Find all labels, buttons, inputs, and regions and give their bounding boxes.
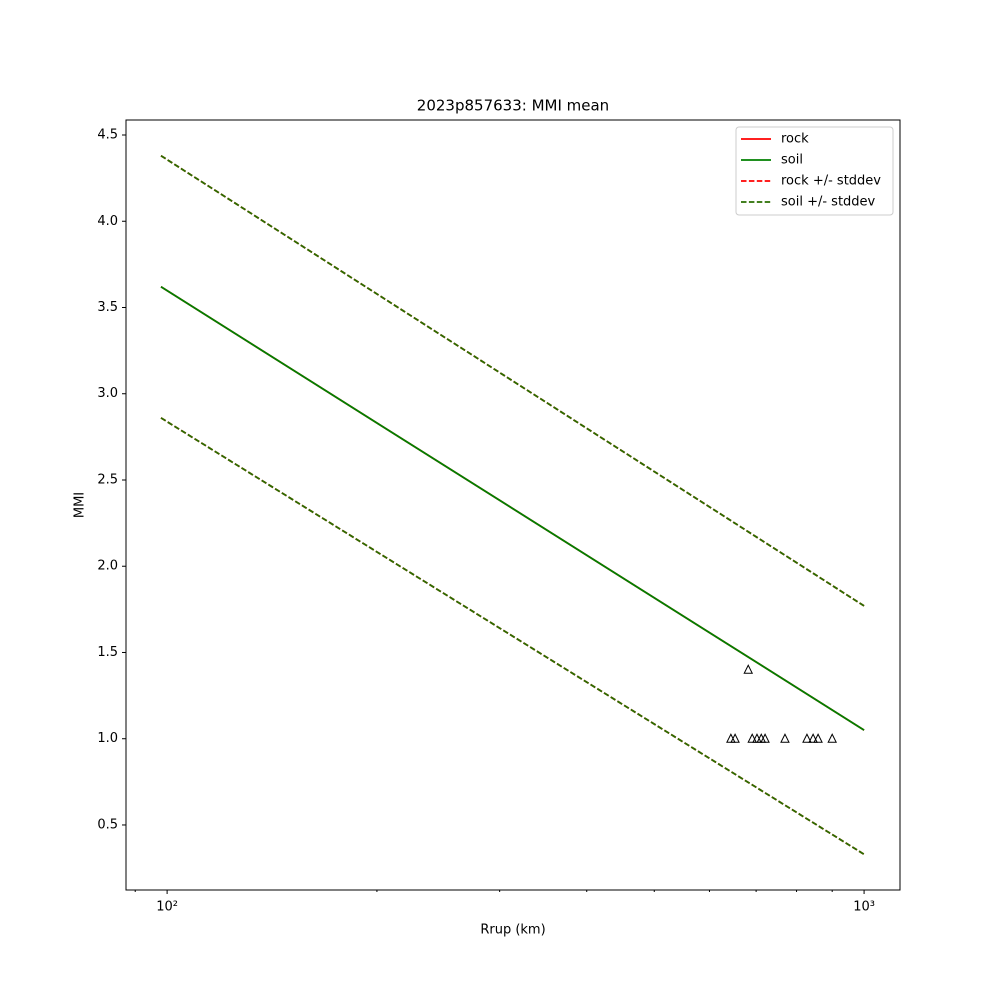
y-tick-label: 3.0 (97, 386, 118, 401)
legend-box (735, 126, 894, 216)
observation (780, 733, 790, 743)
observation (743, 664, 754, 674)
y-tick-label: 4.5 (97, 128, 118, 143)
observation (730, 733, 740, 743)
line (160, 286, 865, 731)
legend-label: soil +/- stddev (781, 195, 876, 210)
legend-label: rock +/- stddev (781, 174, 881, 189)
observation (802, 733, 812, 743)
x-tick-label: 10² (156, 900, 178, 915)
y-tick-label: 2.0 (97, 559, 118, 574)
observation (813, 733, 823, 743)
y-axis-label: MMI (73, 492, 88, 518)
observation (760, 733, 770, 743)
legend-label: soil (781, 153, 803, 168)
upper-line (160, 154, 865, 607)
y-tick-label: 0.5 (97, 817, 118, 832)
chart-title: 2023p857633: MMI mean (417, 97, 609, 115)
observation (808, 733, 818, 743)
y-tick-label: 1.0 (97, 731, 118, 746)
y-tick-label: 1.5 (97, 645, 118, 660)
observation (747, 733, 758, 743)
x-tick-label: 10³ (853, 900, 875, 915)
legend-label: rock (781, 132, 809, 147)
y-tick-label: 2.5 (97, 472, 118, 487)
y-tick-label: 4.0 (97, 214, 118, 229)
x-axis-label: Rrup (km) (480, 923, 545, 938)
lower-line (160, 417, 865, 856)
plot-frame (125, 119, 901, 891)
y-tick-label: 3.5 (97, 300, 118, 315)
observation (827, 733, 837, 743)
